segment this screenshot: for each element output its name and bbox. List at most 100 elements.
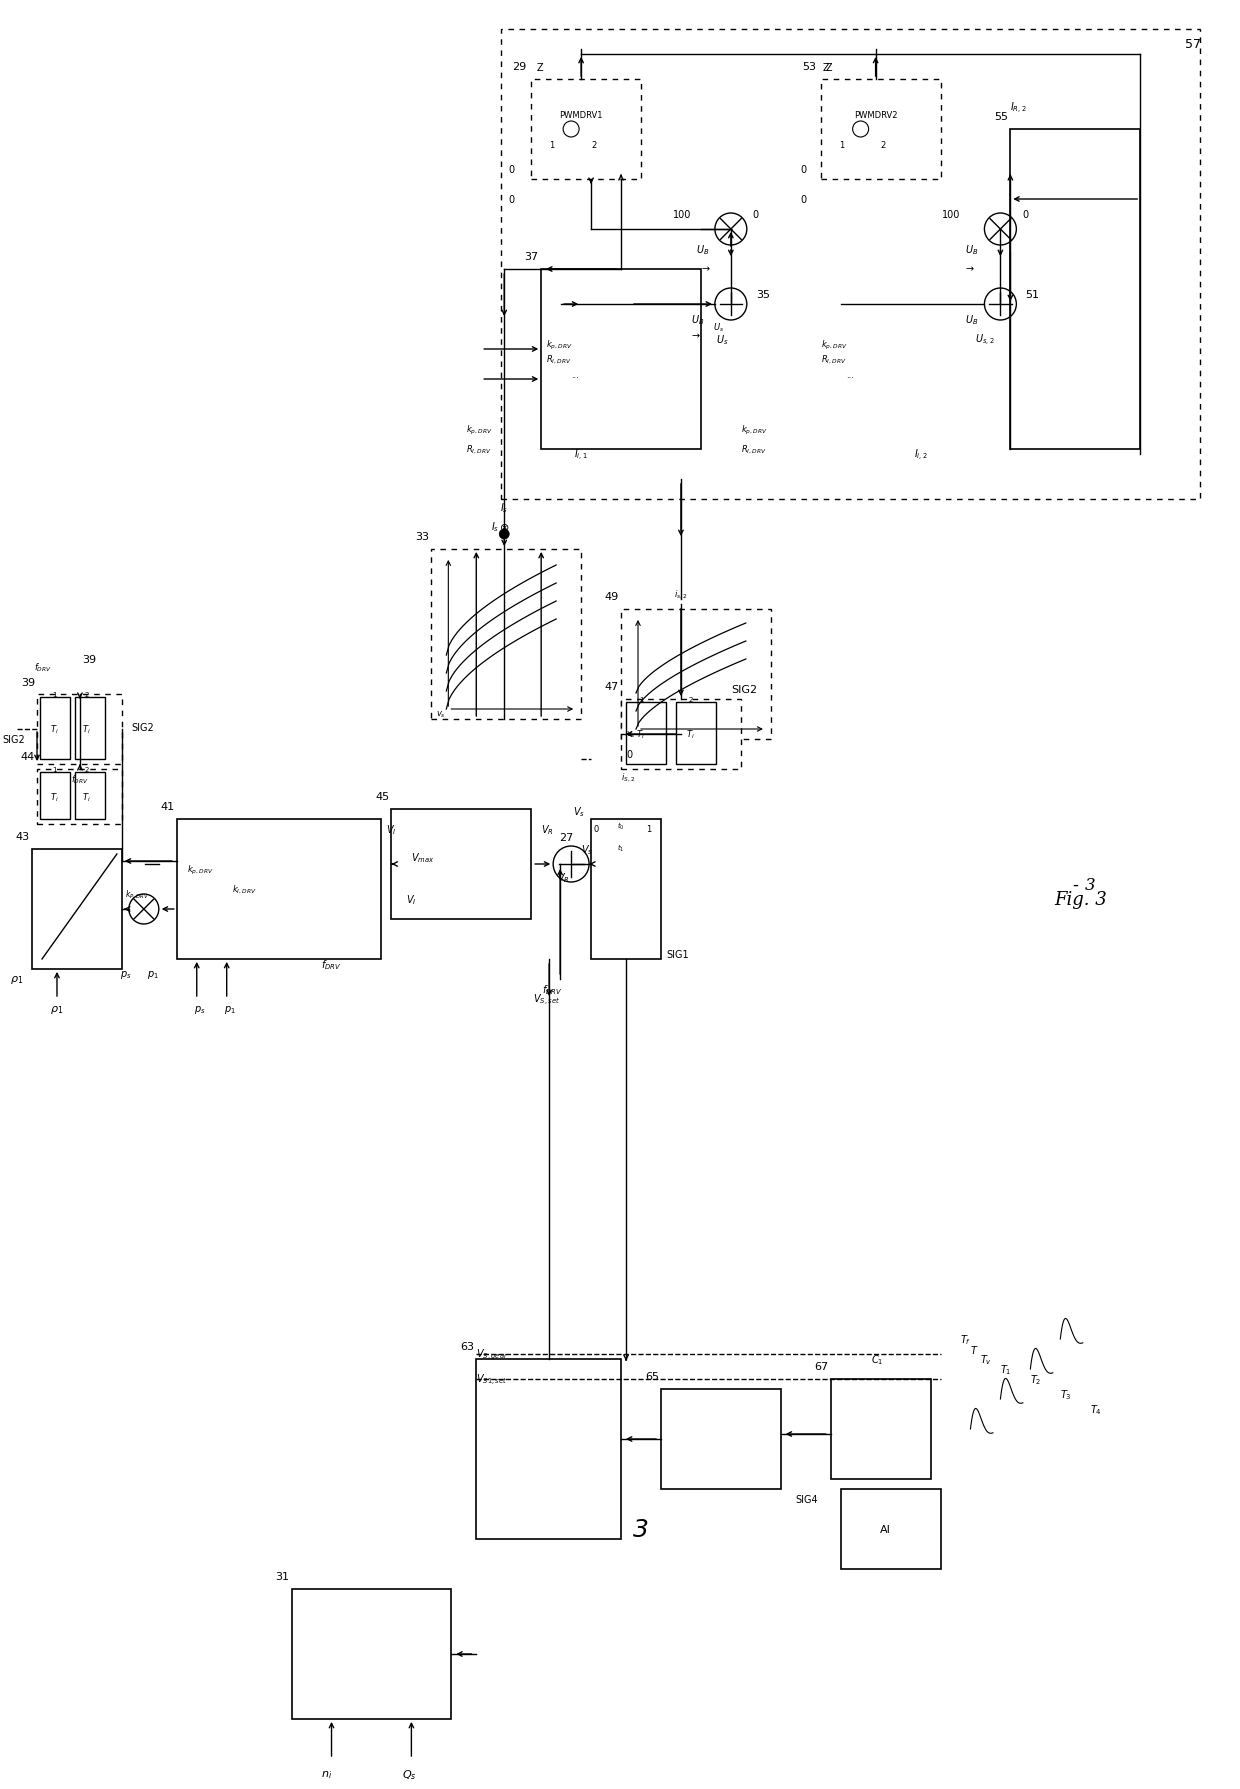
Text: $n_i$: $n_i$ bbox=[321, 1768, 332, 1780]
Text: $T_i$: $T_i$ bbox=[50, 791, 58, 803]
Text: $t_1$: $t_1$ bbox=[618, 843, 625, 853]
Text: $Q_s$: $Q_s$ bbox=[402, 1768, 417, 1780]
Text: 27: 27 bbox=[559, 832, 573, 843]
Text: 63: 63 bbox=[460, 1342, 474, 1351]
Bar bbox=[621, 610, 771, 739]
Text: $k_{p,DRV}$: $k_{p,DRV}$ bbox=[821, 338, 847, 351]
Bar bbox=[831, 1379, 930, 1480]
Bar bbox=[841, 1488, 940, 1569]
Text: $f_{DRV}$: $f_{DRV}$ bbox=[542, 982, 563, 996]
Text: 44: 44 bbox=[21, 751, 35, 762]
Bar bbox=[621, 699, 740, 769]
Text: 2: 2 bbox=[880, 140, 885, 150]
Bar bbox=[541, 270, 701, 449]
Text: $T_i$: $T_i$ bbox=[50, 723, 58, 735]
Text: $p_1$: $p_1$ bbox=[146, 968, 159, 980]
Text: 65: 65 bbox=[645, 1370, 658, 1381]
Text: PWMDRV2: PWMDRV2 bbox=[854, 111, 898, 120]
Text: $k_{p,DRV}$: $k_{p,DRV}$ bbox=[546, 338, 573, 351]
Text: $U_{s,2}$: $U_{s,2}$ bbox=[976, 333, 996, 347]
Text: $V_R$: $V_R$ bbox=[541, 823, 554, 837]
Text: $I_{i,1}$: $I_{i,1}$ bbox=[574, 447, 588, 462]
Text: -: - bbox=[1073, 875, 1079, 893]
Text: $k_{P,DRV}$: $k_{P,DRV}$ bbox=[125, 889, 149, 900]
Text: $→$: $→$ bbox=[691, 329, 701, 340]
Text: 1: 1 bbox=[549, 140, 554, 150]
Text: 3: 3 bbox=[634, 1517, 649, 1540]
Text: $i_{s,2}$: $i_{s,2}$ bbox=[675, 589, 688, 601]
Text: $i_{S,2}$: $i_{S,2}$ bbox=[621, 771, 635, 784]
Text: 55: 55 bbox=[994, 113, 1008, 122]
Bar bbox=[40, 698, 69, 760]
Text: $V_I$: $V_I$ bbox=[387, 823, 397, 837]
Text: $p_1$: $p_1$ bbox=[223, 1004, 236, 1016]
Text: $V_{S1,set}$: $V_{S1,set}$ bbox=[476, 1372, 507, 1386]
Text: 35: 35 bbox=[756, 290, 770, 301]
Text: 49: 49 bbox=[605, 592, 619, 601]
Text: 0: 0 bbox=[626, 750, 632, 760]
Text: $k_{p,DRV}$: $k_{p,DRV}$ bbox=[740, 424, 768, 437]
Text: $U_B$: $U_B$ bbox=[691, 313, 704, 327]
Text: 67: 67 bbox=[815, 1361, 828, 1370]
Text: $T_i$: $T_i$ bbox=[636, 728, 645, 741]
Text: $V_{S,set}$: $V_{S,set}$ bbox=[533, 991, 559, 1007]
Bar bbox=[74, 773, 105, 819]
Text: $T_i$: $T_i$ bbox=[82, 723, 91, 735]
Text: 0: 0 bbox=[508, 165, 515, 175]
Bar bbox=[661, 1390, 781, 1488]
Text: ...: ... bbox=[572, 370, 579, 379]
Text: $v_s$: $v_s$ bbox=[436, 710, 446, 719]
Text: 37: 37 bbox=[525, 252, 538, 261]
Text: $p_s$: $p_s$ bbox=[120, 968, 131, 980]
Text: $U_B$: $U_B$ bbox=[966, 313, 978, 327]
Text: 2: 2 bbox=[84, 766, 89, 773]
Text: $I_{R,2}$: $I_{R,2}$ bbox=[1011, 100, 1027, 116]
Text: 41: 41 bbox=[161, 801, 175, 812]
Bar bbox=[37, 694, 122, 764]
Text: 0: 0 bbox=[753, 209, 759, 220]
Text: $ρ_1$: $ρ_1$ bbox=[10, 973, 24, 986]
Text: $f_{DRV}$: $f_{DRV}$ bbox=[33, 662, 52, 674]
Text: 1: 1 bbox=[646, 825, 651, 834]
Text: 31: 31 bbox=[275, 1571, 290, 1581]
Text: 45: 45 bbox=[376, 791, 389, 801]
Text: $V_R$: $V_R$ bbox=[557, 871, 570, 884]
Text: $f_{DRV}$: $f_{DRV}$ bbox=[321, 957, 342, 971]
Text: $T_4$: $T_4$ bbox=[1090, 1403, 1102, 1417]
Bar bbox=[476, 1360, 621, 1539]
Text: ...: ... bbox=[846, 370, 853, 379]
Text: AI: AI bbox=[880, 1524, 892, 1535]
Text: $V_I$: $V_I$ bbox=[407, 893, 417, 907]
Text: $T_i$: $T_i$ bbox=[686, 728, 694, 741]
Text: 0: 0 bbox=[508, 195, 515, 206]
Text: Fig. 3: Fig. 3 bbox=[1054, 891, 1106, 909]
Text: 100: 100 bbox=[942, 209, 961, 220]
Text: 51: 51 bbox=[1025, 290, 1039, 301]
Text: 1: 1 bbox=[52, 766, 57, 773]
Text: SIG4: SIG4 bbox=[796, 1494, 818, 1505]
Text: 53: 53 bbox=[802, 63, 816, 72]
Text: 47: 47 bbox=[605, 682, 619, 692]
Circle shape bbox=[500, 530, 510, 540]
Text: 1: 1 bbox=[52, 692, 57, 698]
Text: $T_2$: $T_2$ bbox=[1030, 1372, 1042, 1386]
Text: 100: 100 bbox=[672, 209, 691, 220]
Text: PWMDRV1: PWMDRV1 bbox=[559, 111, 603, 120]
Bar bbox=[432, 549, 582, 719]
Text: $T_f$: $T_f$ bbox=[961, 1333, 972, 1345]
Bar bbox=[501, 30, 1200, 499]
Text: $U_s$: $U_s$ bbox=[713, 322, 724, 335]
Text: 1: 1 bbox=[838, 140, 844, 150]
Text: 39: 39 bbox=[82, 655, 95, 666]
Text: $U_B$: $U_B$ bbox=[966, 243, 978, 258]
Text: Z: Z bbox=[536, 63, 543, 73]
Text: 0: 0 bbox=[593, 825, 599, 834]
Bar bbox=[626, 703, 666, 764]
Text: $V_{S,gear}$: $V_{S,gear}$ bbox=[476, 1347, 508, 1361]
Bar bbox=[40, 773, 69, 819]
Bar bbox=[392, 810, 531, 920]
Text: 2: 2 bbox=[689, 696, 693, 703]
Text: ⊗: ⊗ bbox=[500, 522, 508, 533]
Text: $k_{p,DRV}$: $k_{p,DRV}$ bbox=[187, 862, 213, 877]
Bar bbox=[821, 81, 940, 181]
